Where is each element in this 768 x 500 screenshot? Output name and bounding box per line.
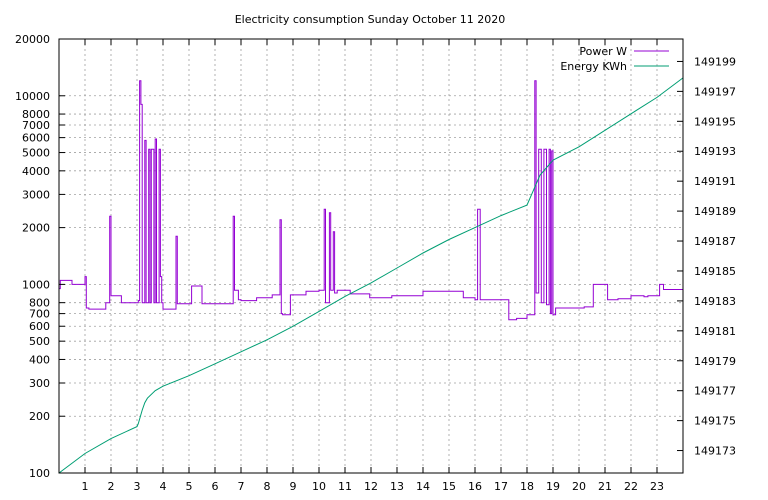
x-tick-label: 5 [186,480,193,493]
x-tick-label: 9 [290,480,297,493]
plot-series [58,77,684,474]
y2-tick-label: 149185 [694,265,736,278]
y2-tick-label: 149199 [694,55,736,68]
y2-tick-label: 149175 [694,415,736,428]
x-tick-label: 19 [546,480,560,493]
x-tick-label: 16 [468,480,482,493]
y2-tick-label: 149179 [694,355,736,368]
y-tick-label: 800 [29,297,50,310]
y-tick-label: 2000 [22,222,50,235]
x-tick-label: 11 [338,480,352,493]
x-tick-label: 10 [312,480,326,493]
y2-tick-label: 149191 [694,175,736,188]
x-tick-label: 7 [238,480,245,493]
y2-tick-label: 149173 [694,445,736,458]
legend: Power W Energy KWh [560,45,669,73]
y-tick-label: 600 [29,320,50,333]
series-line-energy-kwh [58,77,684,474]
y2-tick-label: 149193 [694,145,736,158]
axes: 1 2 3 4 5 6 7 8 9 10 11 12 13 14 15 16 17 18 19 20 21 22 23100… [15,33,736,493]
y-tick-label: 3000 [22,188,50,201]
series-line-power-w [59,80,683,321]
y2-tick-label: 149183 [694,295,736,308]
chart-title: Electricity consumption Sunday October 1… [235,13,506,26]
y-tick-label: 700 [29,308,50,321]
y2-tick-label: 149181 [694,325,736,338]
y2-tick-label: 149195 [694,115,736,128]
x-tick-label: 22 [624,480,638,493]
y2-tick-label: 149177 [694,385,736,398]
x-tick-label: 3 [134,480,141,493]
y2-tick-label: 149189 [694,205,736,218]
y-tick-label: 8000 [22,108,50,121]
x-tick-label: 13 [390,480,404,493]
x-tick-label: 6 [212,480,219,493]
y-tick-label: 10000 [15,90,50,103]
x-tick-label: 4 [160,480,167,493]
x-tick-label: 2 [108,480,115,493]
y-tick-label: 4000 [22,165,50,178]
x-tick-label: 21 [598,480,612,493]
y-tick-label: 20000 [15,33,50,46]
y-tick-label: 300 [29,377,50,390]
x-tick-label: 14 [416,480,430,493]
x-tick-label: 20 [572,480,586,493]
x-tick-label: 15 [442,480,456,493]
legend-label-energy-kwh: Energy KWh [560,60,627,73]
x-tick-label: 12 [364,480,378,493]
y2-tick-label: 149197 [694,85,736,98]
grid [59,38,683,474]
x-tick-label: 23 [650,480,664,493]
x-tick-label: 8 [264,480,271,493]
x-tick-label: 18 [520,480,534,493]
y-tick-label: 1000 [22,278,50,291]
y-tick-label: 100 [29,467,50,480]
y-tick-label: 400 [29,353,50,366]
y-tick-label: 200 [29,410,50,423]
y-tick-label: 6000 [22,132,50,145]
y-tick-label: 5000 [22,147,50,160]
y2-tick-label: 149187 [694,235,736,248]
y-tick-label: 7000 [22,119,50,132]
legend-label-power-w: Power W [579,45,627,58]
y-tick-label: 500 [29,335,50,348]
x-tick-label: 17 [494,480,508,493]
x-tick-label: 1 [82,480,89,493]
